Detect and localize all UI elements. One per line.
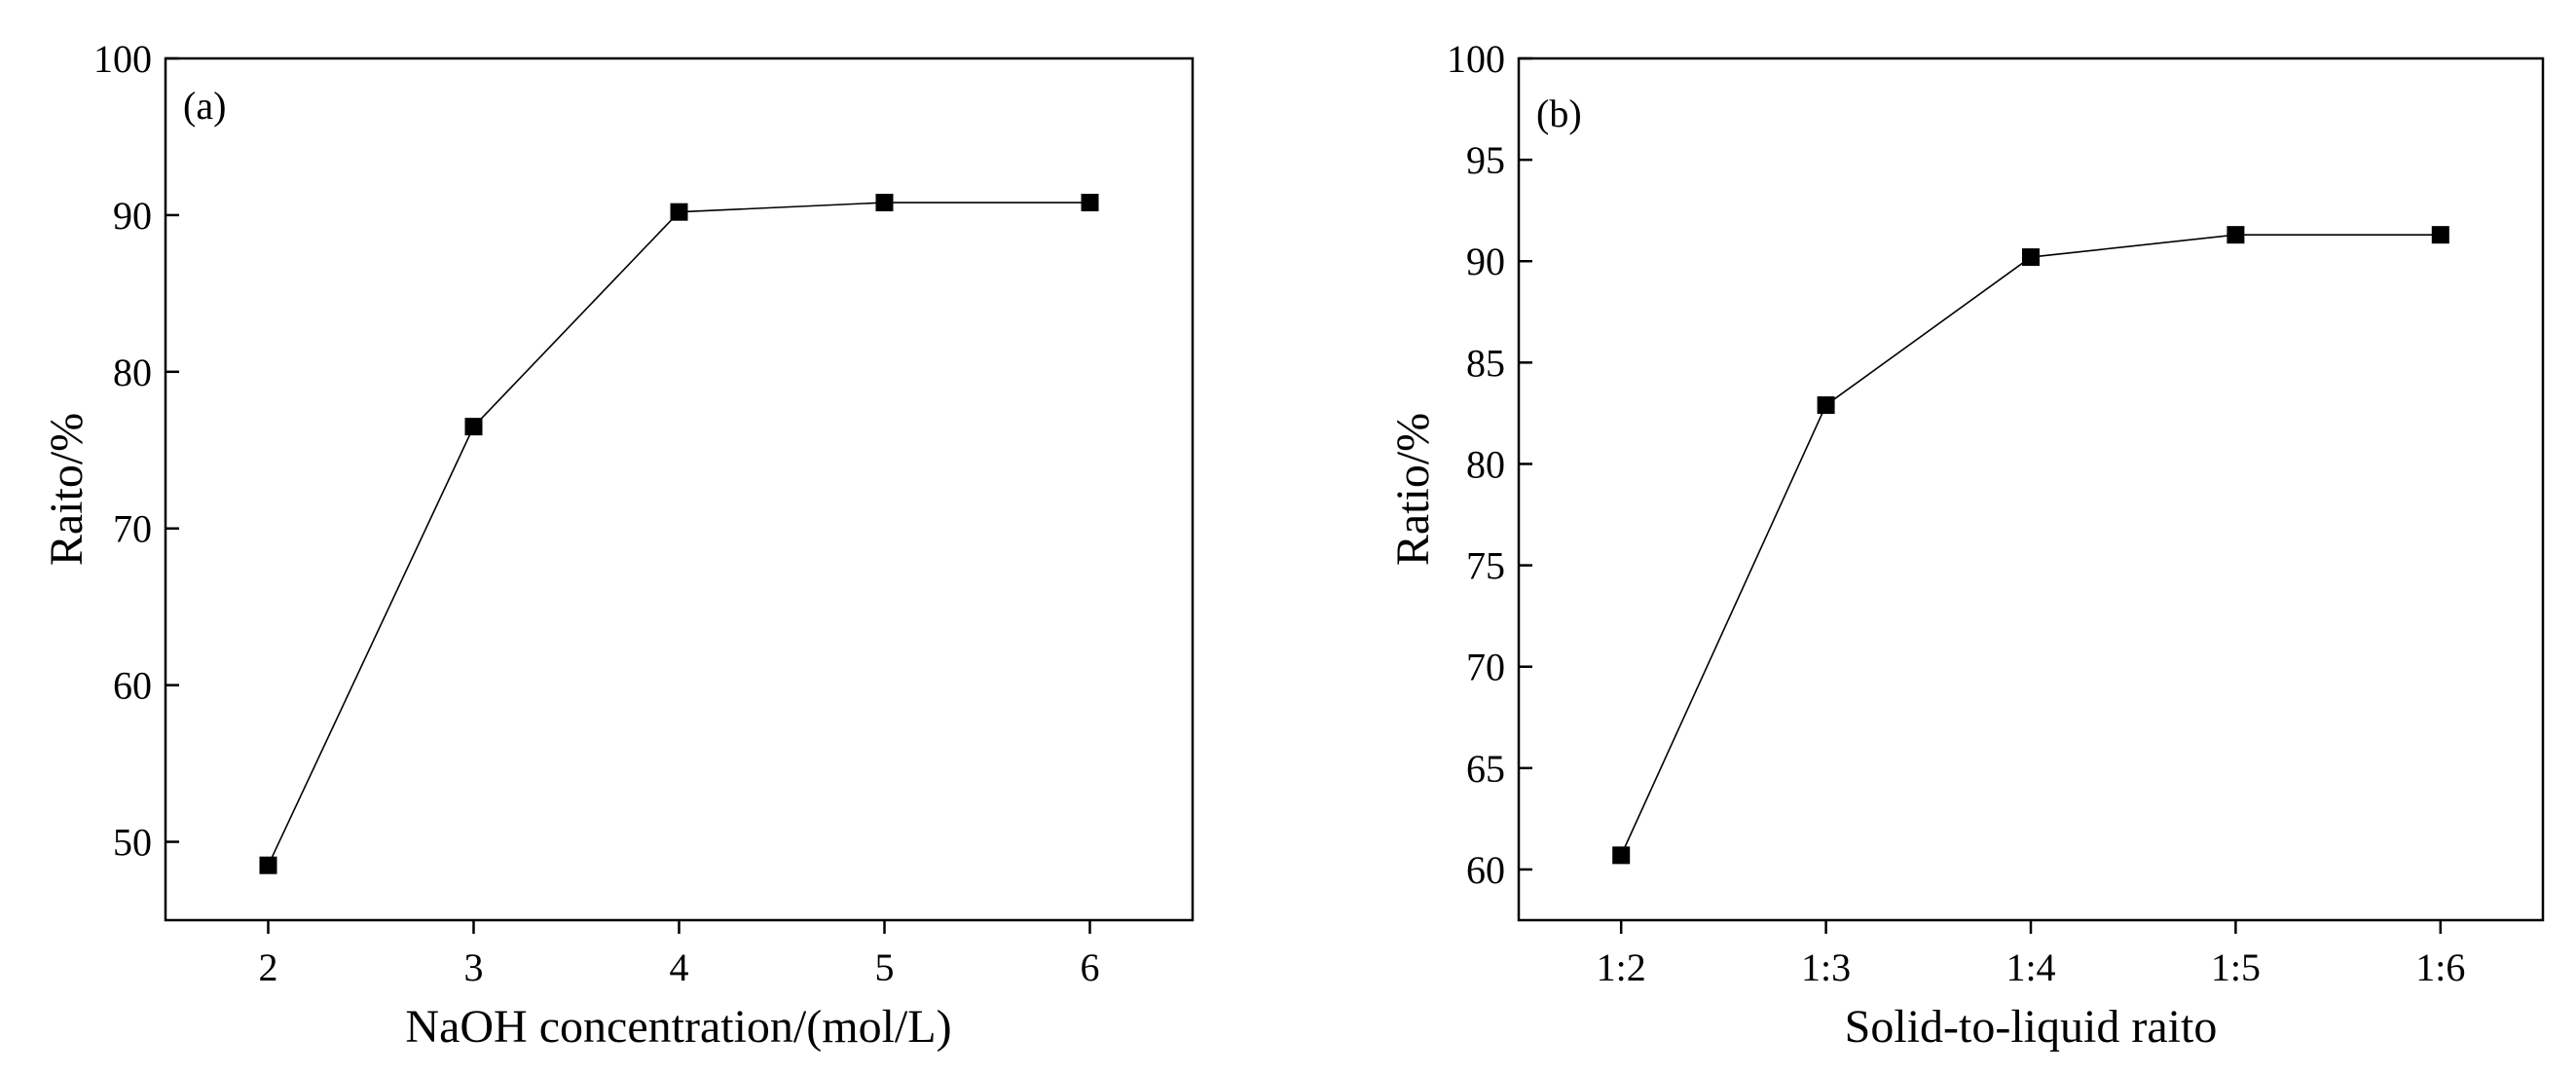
y-axis-title: Ratio/%: [1387, 413, 1439, 566]
data-point: [670, 203, 688, 221]
panel-label: (b): [1536, 92, 1582, 135]
y-tick-label: 70: [1466, 646, 1505, 689]
data-point: [2431, 226, 2449, 244]
y-tick-label: 90: [1466, 240, 1505, 283]
y-tick-label: 85: [1466, 341, 1505, 385]
x-tick-label: 5: [875, 945, 895, 989]
x-tick-label: 1:4: [2006, 945, 2055, 989]
plot-frame: [1517, 56, 2545, 922]
data-point: [1612, 846, 1631, 865]
panel-label: (a): [183, 84, 226, 128]
data-point: [2226, 226, 2245, 244]
y-tick-label: 100: [1447, 37, 1505, 81]
x-axis-title: NaOH concentration/(mol/L): [405, 1001, 951, 1053]
y-tick-label: 75: [1466, 544, 1505, 588]
plot-frame: [164, 56, 1195, 922]
y-tick-label: 50: [113, 821, 152, 865]
x-tick-label: 1:3: [1801, 945, 1851, 989]
y-tick-label: 60: [113, 664, 152, 708]
data-point: [464, 418, 483, 436]
y-tick-label: 80: [1466, 442, 1505, 486]
y-tick-label: 100: [93, 37, 152, 81]
x-tick-label: 2: [259, 945, 278, 989]
data-point: [2022, 248, 2040, 267]
y-tick-label: 70: [113, 507, 152, 551]
y-tick-label: 95: [1466, 138, 1505, 182]
series-line: [267, 202, 1090, 867]
chart-panel-a: 50 60 70 80 90 100 2 3 4 5 6 NaOH concentration/(mo…: [41, 37, 1195, 1053]
x-axis-title: Solid-to-liquid raito: [1845, 1001, 2218, 1053]
chart-panel-b: 60 65 70 75 80 85 90 95 100 1:2 1:3 1:4 1:5 1:6 Solid-…: [1387, 37, 2545, 1053]
data-point: [1081, 194, 1099, 212]
x-tick-label: 1:2: [1597, 945, 1646, 989]
x-tick-label: 4: [670, 945, 689, 989]
y-tick-label: 60: [1466, 848, 1505, 892]
data-point: [1817, 396, 1835, 415]
x-tick-label: 3: [464, 945, 484, 989]
series-line: [1620, 234, 2441, 856]
data-point: [875, 194, 894, 212]
data-point: [259, 856, 277, 874]
y-axis-title: Raito/%: [41, 413, 92, 566]
x-tick-label: 1:6: [2415, 945, 2465, 989]
x-tick-label: 6: [1081, 945, 1100, 989]
y-tick-label: 90: [113, 194, 152, 238]
y-tick-label: 65: [1466, 747, 1505, 791]
y-tick-label: 80: [113, 351, 152, 394]
x-tick-label: 1:5: [2211, 945, 2261, 989]
